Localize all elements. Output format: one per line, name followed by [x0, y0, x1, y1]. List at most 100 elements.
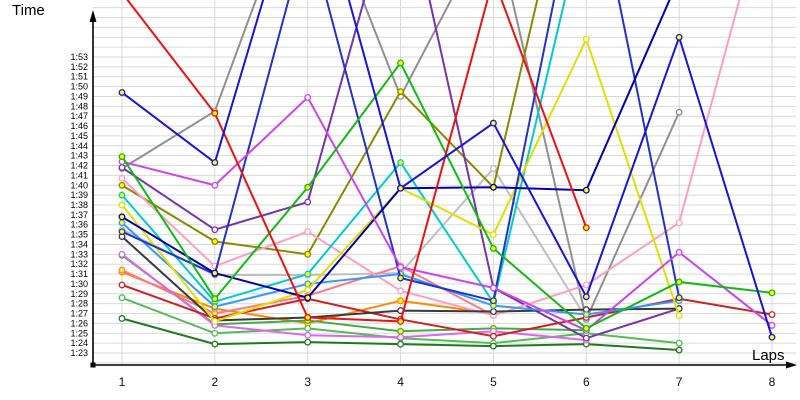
y-tick-label: 1:37 [70, 210, 88, 220]
data-point-pink-lap1[interactable] [118, 174, 126, 182]
data-point-pink-lap6[interactable] [582, 281, 590, 289]
y-axis-title: Time [12, 2, 45, 19]
data-point-dodger-blue-lap3[interactable] [304, 280, 312, 288]
y-tick-label: 1:24 [70, 338, 88, 348]
data-point-olive-lap1[interactable] [118, 181, 126, 189]
y-tick-label: 1:49 [70, 91, 88, 101]
data-point-spring-green-lap1[interactable] [118, 294, 126, 302]
data-point-yellow-lap2[interactable] [211, 317, 219, 325]
data-point-royal-blue-lap1[interactable] [118, 89, 126, 96]
data-point-forest-green-lap3[interactable] [304, 338, 312, 346]
data-point-blue2-lap4[interactable] [397, 274, 405, 282]
data-point-green-lap5[interactable] [489, 244, 497, 252]
data-point-pink-lap4[interactable] [397, 287, 405, 295]
data-point-olive-lap2[interactable] [211, 238, 219, 245]
x-axis-arrow-icon [786, 361, 797, 369]
data-point-pink-lap7[interactable] [675, 219, 683, 227]
data-point-blue2-lap1[interactable] [118, 228, 126, 236]
data-point-yellow-lap7[interactable] [675, 312, 683, 319]
data-point-yellow-lap5[interactable] [489, 231, 497, 239]
x-tick-label: 2 [212, 375, 219, 389]
data-point-spring-green-lap3[interactable] [304, 324, 312, 332]
data-point-royal-blue-lap8[interactable] [768, 333, 776, 341]
data-point-forest-green-lap7[interactable] [675, 346, 683, 354]
x-tick-labels: 1 2 3 4 5 6 7 8 [119, 375, 776, 389]
data-point-pink-lap3[interactable] [304, 228, 312, 236]
data-point-dodger-blue-lap1[interactable] [118, 219, 126, 227]
data-point-royal-blue-lap4[interactable] [397, 184, 405, 192]
data-point-yellow-lap3[interactable] [304, 286, 312, 294]
data-point-green-lap4[interactable] [397, 59, 405, 67]
data-point-navy-lap2[interactable] [211, 269, 219, 277]
data-point-black-lap5[interactable] [489, 308, 497, 316]
data-point-blue2-lap5[interactable] [489, 297, 497, 305]
data-point-magenta-lap2[interactable] [211, 181, 219, 189]
data-point-orchid-lap1[interactable] [118, 250, 126, 258]
data-point-green-lap6[interactable] [582, 324, 590, 332]
data-point-yellow-lap6[interactable] [582, 35, 590, 43]
data-point-cyan-lap3[interactable] [304, 270, 312, 278]
data-point-dodger-blue-lap6[interactable] [582, 311, 590, 318]
data-point-magenta-lap7[interactable] [675, 248, 683, 256]
data-point-medium-green-lap4[interactable] [397, 327, 405, 335]
data-point-royal-blue-lap5[interactable] [489, 119, 497, 127]
data-point-spring-green-lap2[interactable] [211, 329, 219, 337]
data-point-light-gray-lap5[interactable] [489, 165, 497, 172]
data-point-green-lap7[interactable] [675, 278, 683, 286]
data-point-red-lap6[interactable] [582, 224, 590, 232]
data-point-green-lap2[interactable] [211, 295, 219, 303]
data-point-magenta-lap5[interactable] [489, 284, 497, 292]
data-point-green-lap1[interactable] [118, 153, 126, 161]
data-point-cyan-lap1[interactable] [118, 191, 126, 199]
data-point-orchid-lap3[interactable] [304, 331, 312, 339]
y-tick-label: 1:41 [70, 170, 88, 180]
data-point-forest-green-lap2[interactable] [211, 340, 219, 348]
series-line-olive [121, 0, 539, 256]
data-point-forest-green-lap4[interactable] [397, 340, 405, 348]
axis-origin-marker [90, 362, 96, 368]
data-point-dark-red-lap8[interactable] [768, 311, 776, 318]
data-point-navy-lap5[interactable] [489, 183, 497, 191]
data-point-green-lap8[interactable] [768, 289, 776, 297]
data-point-purple-lap3[interactable] [304, 198, 312, 206]
series-pink [118, 0, 741, 319]
data-point-forest-green-lap5[interactable] [489, 342, 497, 350]
y-tick-label: 1:48 [70, 101, 88, 111]
series-olive [118, 0, 539, 258]
data-point-olive-lap3[interactable] [304, 250, 312, 258]
y-axis-arrow-icon [89, 10, 97, 22]
data-point-royal-blue-lap2[interactable] [211, 159, 219, 167]
series-line-pink [121, 0, 741, 317]
data-point-green-lap3[interactable] [304, 183, 312, 191]
y-tick-label: 1:25 [70, 328, 88, 338]
data-point-dark-red-lap5[interactable] [489, 332, 497, 340]
data-point-purple-lap6[interactable] [582, 334, 590, 342]
data-point-purple-lap2[interactable] [211, 226, 219, 234]
data-point-cyan-lap4[interactable] [397, 159, 405, 167]
data-point-royal-blue-lap7[interactable] [675, 33, 683, 41]
data-point-magenta-lap4[interactable] [397, 263, 405, 271]
data-point-spring-green-lap7[interactable] [675, 339, 683, 347]
data-point-red-lap2[interactable] [211, 109, 219, 117]
data-point-olive-lap4[interactable] [397, 88, 405, 95]
data-point-orange-lap4[interactable] [397, 297, 405, 305]
data-point-red-lap3[interactable] [304, 314, 312, 321]
data-point-dark-red-lap1[interactable] [118, 281, 126, 289]
data-point-blue2-lap7[interactable] [675, 294, 683, 302]
data-point-dodger-blue-lap2[interactable] [211, 303, 219, 311]
data-point-red-lap4[interactable] [397, 317, 405, 325]
data-point-magenta-lap3[interactable] [304, 94, 312, 101]
data-point-navy-lap1[interactable] [118, 213, 126, 221]
data-point-navy-lap6[interactable] [582, 186, 590, 194]
data-point-purple-lap1[interactable] [118, 164, 126, 171]
data-point-gray-lap7[interactable] [675, 108, 683, 116]
data-point-orchid-lap4[interactable] [397, 333, 405, 341]
data-point-royal-blue-lap6[interactable] [582, 293, 590, 301]
x-tick-label: 8 [769, 375, 776, 389]
data-point-rose-lap1[interactable] [118, 266, 126, 274]
data-point-yellow-lap1[interactable] [118, 201, 126, 209]
data-point-navy-lap3[interactable] [304, 294, 312, 302]
data-point-magenta-lap8[interactable] [768, 321, 776, 329]
data-point-forest-green-lap1[interactable] [118, 315, 126, 322]
